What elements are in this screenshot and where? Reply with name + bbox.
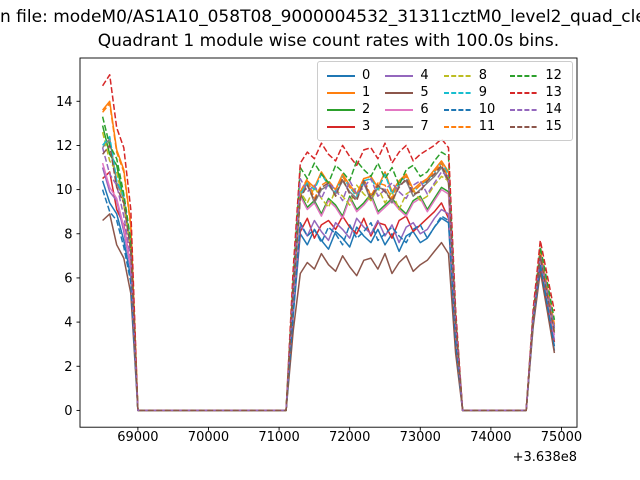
legend-label: 13 <box>545 85 562 100</box>
x-tick-label: 71000 <box>258 430 299 445</box>
legend-item-13: 13 <box>510 86 563 99</box>
figure-title: n file: modeM0/AS1A10_058T08_9000004532_… <box>0 7 640 27</box>
legend-item-4: 4 <box>385 69 429 82</box>
legend-item-2: 2 <box>327 103 371 116</box>
legend-label: 12 <box>545 68 562 83</box>
y-tick-label: 10 <box>56 183 73 198</box>
x-axis-offset-label: +3.638e8 <box>512 450 577 465</box>
legend-line-sample <box>443 108 472 111</box>
legend-item-1: 1 <box>327 86 371 99</box>
legend-line-sample <box>385 125 414 128</box>
series-line-6 <box>101 162 556 412</box>
legend-label: 0 <box>362 68 371 83</box>
legend-line-sample <box>327 74 355 77</box>
legend-line-sample <box>510 74 539 77</box>
legend-line-sample <box>443 91 472 94</box>
legend-item-7: 7 <box>385 120 429 133</box>
y-tick-label: 14 <box>56 95 73 110</box>
series-line-1 <box>102 100 556 412</box>
x-tick-label: 73000 <box>400 430 441 445</box>
legend-item-5: 5 <box>385 86 429 99</box>
x-tick-label: 72000 <box>329 430 370 445</box>
legend-label: 10 <box>478 102 496 117</box>
legend-line-sample <box>510 125 539 128</box>
legend-label: 8 <box>478 68 487 83</box>
legend-item-0: 0 <box>327 69 371 82</box>
legend-line-sample <box>510 108 539 111</box>
legend-label: 6 <box>420 102 429 117</box>
legend-line-sample <box>327 108 355 111</box>
legend: 0 1 2 3 4 5 6 7 8 9 10 11 12 13 14 15 <box>317 61 573 141</box>
y-tick-label: 8 <box>64 227 72 242</box>
legend-label: 11 <box>478 119 496 134</box>
y-tick-label: 12 <box>56 139 73 154</box>
axes-title: Quadrant 1 module wise count rates with … <box>97 31 560 51</box>
y-tick-label: 6 <box>64 271 72 286</box>
legend-line-sample <box>510 91 539 94</box>
legend-label: 14 <box>545 102 562 117</box>
x-tick-label: 75000 <box>541 430 582 445</box>
series-line-14 <box>101 147 556 412</box>
x-tick-label: 70000 <box>188 430 229 445</box>
series-line-5 <box>102 213 556 412</box>
series-line-10 <box>101 189 556 412</box>
series-line-2 <box>101 125 556 412</box>
legend-label: 2 <box>362 102 371 117</box>
legend-item-9: 9 <box>443 85 497 100</box>
series-line-11 <box>102 102 556 412</box>
legend-label: 15 <box>545 119 562 134</box>
series-line-4 <box>101 167 556 412</box>
legend-item-15: 15 <box>510 120 563 133</box>
x-tick-label: 74000 <box>470 430 511 445</box>
legend-line-sample <box>443 74 472 77</box>
legend-item-11: 11 <box>443 119 497 134</box>
legend-item-3: 3 <box>327 120 371 133</box>
legend-line-sample <box>327 125 355 128</box>
legend-label: 4 <box>420 68 429 83</box>
legend-item-8: 8 <box>443 68 497 83</box>
y-tick-label: 0 <box>64 404 72 419</box>
legend-label: 9 <box>478 85 487 100</box>
legend-line-sample <box>443 125 472 128</box>
legend-item-6: 6 <box>385 103 429 116</box>
x-tick-label: 69000 <box>117 430 158 445</box>
series-line-9 <box>102 135 556 412</box>
series-line-7 <box>102 138 556 412</box>
legend-item-14: 14 <box>510 103 563 116</box>
y-tick-label: 4 <box>64 316 72 331</box>
legend-item-12: 12 <box>510 69 563 82</box>
series-line-8 <box>101 132 556 412</box>
legend-label: 5 <box>420 85 429 100</box>
y-tick-label: 2 <box>64 360 72 375</box>
legend-label: 7 <box>420 119 429 134</box>
legend-item-10: 10 <box>443 102 497 117</box>
legend-line-sample <box>385 74 414 77</box>
axes-frame <box>79 57 578 428</box>
series-line-3 <box>102 171 556 412</box>
legend-label: 1 <box>362 85 371 100</box>
legend-line-sample <box>385 91 414 94</box>
legend-line-sample <box>327 91 355 94</box>
series-line-12 <box>101 116 556 412</box>
series-line-0 <box>101 180 556 412</box>
series-line-15 <box>102 144 556 412</box>
legend-label: 3 <box>362 119 371 134</box>
legend-line-sample <box>385 108 414 111</box>
